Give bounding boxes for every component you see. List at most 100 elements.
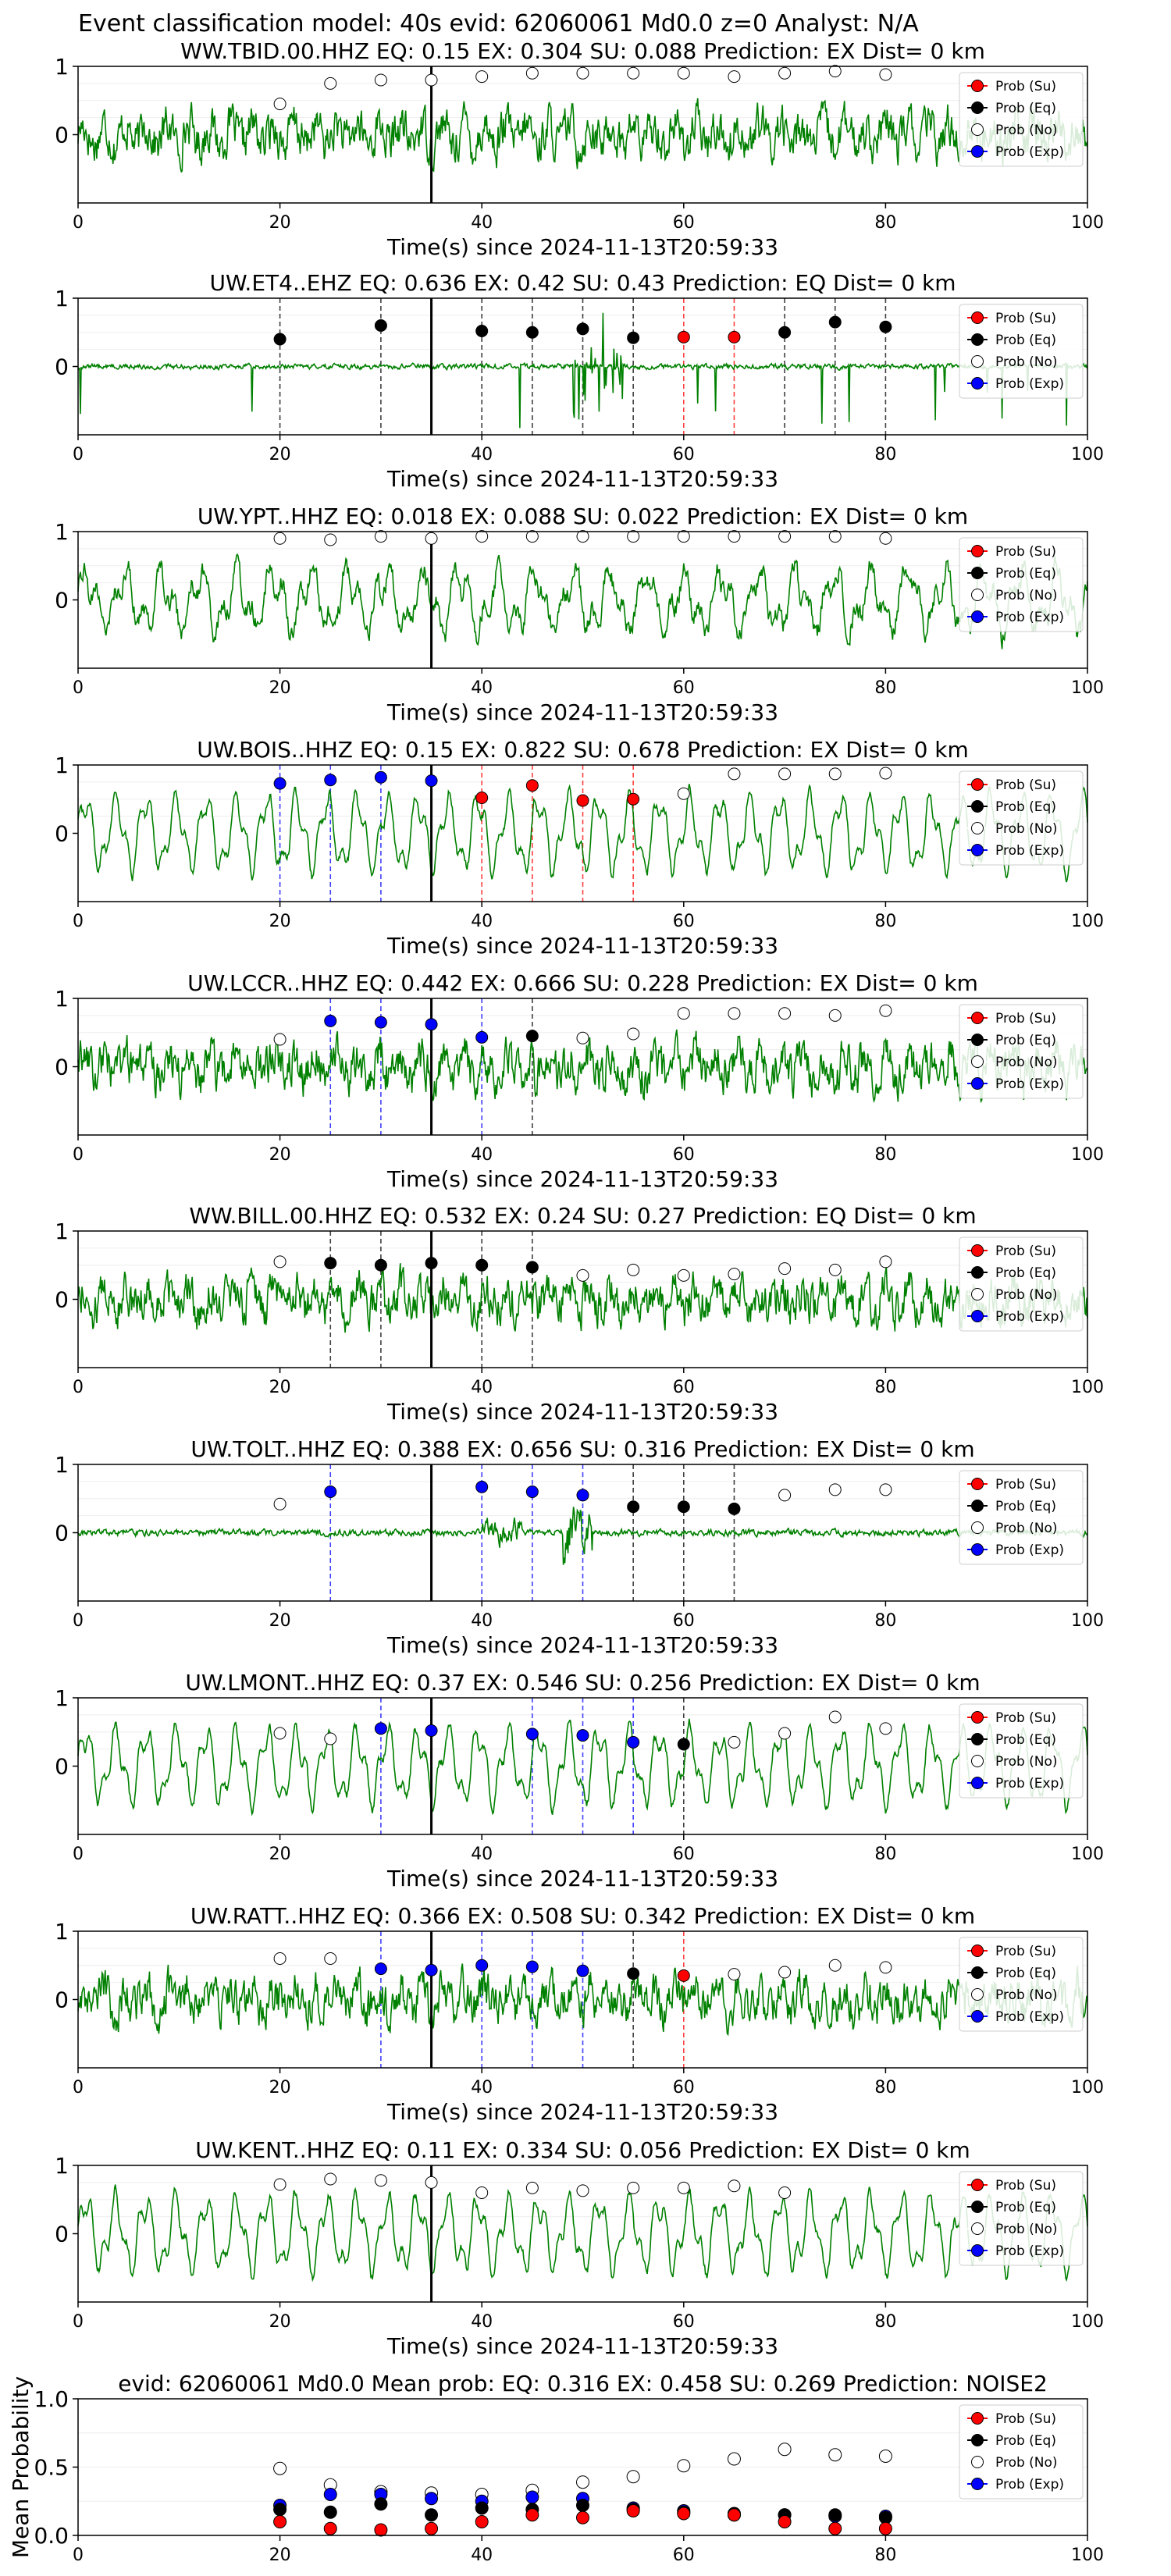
- legend-label: Prob (Su): [995, 1710, 1056, 1726]
- prob-point-eq: [324, 1257, 337, 1270]
- legend-label: Prob (Exp): [995, 1076, 1064, 1092]
- subplot-title: UW.LMONT..HHZ EQ: 0.37 EX: 0.546 SU: 0.2…: [185, 1670, 980, 1695]
- prob-point-no: [425, 73, 438, 87]
- legend-label: Prob (Su): [995, 2178, 1056, 2194]
- axes-frame: [77, 531, 1088, 669]
- mean-prob-point-eq: [828, 2508, 842, 2522]
- x-axis-label: Time(s) since 2024-11-13T20:59:33: [386, 933, 778, 959]
- legend-label: Prob (Exp): [995, 610, 1064, 625]
- mean-prob-point-no: [273, 2461, 287, 2475]
- y-tick-label: 0: [55, 123, 69, 148]
- y-tick-label: 0: [55, 821, 69, 847]
- x-tick-label: 60: [673, 2546, 695, 2565]
- mean-prob-point-su: [374, 2523, 388, 2537]
- legend-marker-su: [971, 545, 984, 557]
- y-tick-label: 1: [55, 753, 69, 778]
- prob-point-no: [778, 1727, 792, 1740]
- x-axis-label: Time(s) since 2024-11-13T20:59:33: [386, 699, 778, 725]
- legend-marker-eq: [971, 800, 984, 813]
- y-tick-label: 1: [55, 1919, 69, 1944]
- prob-point-no: [828, 65, 842, 78]
- x-tick-label: 80: [874, 1145, 896, 1165]
- y-tick-label: 0.0: [34, 2523, 69, 2549]
- prob-point-no: [273, 1033, 287, 1046]
- x-tick-label: 60: [673, 2078, 695, 2097]
- prob-point-eq: [374, 1258, 387, 1272]
- legend-label: Prob (Eq): [995, 799, 1056, 815]
- prob-point-no: [627, 530, 640, 543]
- mean-prob-point-eq: [273, 2503, 287, 2517]
- legend-marker-su: [971, 1711, 984, 1724]
- legend-label: Prob (Su): [995, 1011, 1056, 1026]
- legend-marker-exp: [971, 610, 984, 623]
- prob-point-no: [879, 767, 892, 780]
- mean-prob-point-no: [576, 2475, 589, 2489]
- prob-point-no: [879, 1722, 892, 1735]
- y-tick-label: 0.5: [34, 2455, 69, 2481]
- y-tick-label: 1: [55, 2153, 69, 2179]
- x-tick-label: 0: [73, 2546, 84, 2565]
- x-tick-label: 40: [471, 1845, 493, 1864]
- prob-point-no: [425, 2176, 438, 2189]
- axes-frame: [77, 66, 1088, 204]
- mean-prob-point-exp: [323, 2488, 337, 2501]
- legend-marker-exp: [971, 145, 984, 158]
- mean-prob-point-su: [778, 2515, 792, 2528]
- x-tick-label: 60: [673, 1378, 695, 1397]
- subplot-3: UW.YPT..HHZ EQ: 0.018 EX: 0.088 SU: 0.02…: [55, 503, 1104, 725]
- subplot-title: UW.YPT..HHZ EQ: 0.018 EX: 0.088 SU: 0.02…: [198, 503, 968, 529]
- mean-prob-point-no: [778, 2443, 792, 2457]
- legend-label: Prob (Eq): [995, 1732, 1056, 1748]
- subplot-1: WW.TBID.00.HHZ EQ: 0.15 EX: 0.304 SU: 0.…: [55, 38, 1104, 260]
- subplot-title: evid: 62060061 Md0.0 Mean prob: EQ: 0.31…: [118, 2371, 1048, 2396]
- prob-point-no: [374, 530, 387, 543]
- legend-label: Prob (Su): [995, 1244, 1056, 1259]
- legend-label: Prob (Exp): [995, 1542, 1064, 1558]
- prob-point-eq: [828, 315, 842, 329]
- prob-point-eq: [475, 325, 489, 337]
- legend-box: [959, 1470, 1084, 1565]
- legend-label: Prob (Exp): [995, 2477, 1064, 2492]
- x-tick-label: 100: [1071, 1378, 1104, 1397]
- subplot-7: UW.TOLT..HHZ EQ: 0.388 EX: 0.656 SU: 0.3…: [55, 1436, 1104, 1658]
- x-tick-label: 100: [1071, 1145, 1104, 1165]
- y-tick-label: 1: [55, 1219, 69, 1244]
- x-tick-label: 100: [1071, 912, 1104, 931]
- prob-point-exp: [627, 1735, 640, 1749]
- waveform-trace: [77, 1029, 1088, 1104]
- legend-marker-no: [971, 822, 984, 834]
- x-tick-label: 20: [269, 1378, 291, 1397]
- prob-point-exp: [374, 770, 387, 784]
- legend: Prob (Su) Prob (Eq) Prob (No) Prob (Exp): [959, 770, 1084, 866]
- x-axis-label: Time(s) since 2024-11-13T20:59:33: [386, 234, 778, 260]
- legend: Prob (Su) Prob (Eq) Prob (No) Prob (Exp): [959, 537, 1084, 632]
- legend-marker-eq: [971, 1966, 984, 1979]
- x-tick-label: 0: [73, 213, 84, 233]
- x-axis-label: Time(s) since 2024-11-13T20:59:33: [386, 1866, 778, 1891]
- legend-marker-su: [971, 2412, 984, 2425]
- x-tick-label: 20: [269, 2312, 291, 2332]
- legend-label: Prob (Eq): [995, 101, 1056, 116]
- legend-label: Prob (Eq): [995, 1499, 1056, 1514]
- legend-marker-eq: [971, 2201, 984, 2213]
- subplot-6: WW.BILL.00.HHZ EQ: 0.532 EX: 0.24 SU: 0.…: [55, 1203, 1104, 1425]
- legend-marker-exp: [971, 1077, 984, 1090]
- subplot-5: UW.LCCR..HHZ EQ: 0.442 EX: 0.666 SU: 0.2…: [55, 970, 1104, 1192]
- prob-point-no: [879, 1004, 892, 1017]
- legend-label: Prob (Su): [995, 311, 1056, 326]
- legend-marker-eq: [971, 333, 984, 346]
- legend-marker-exp: [971, 844, 984, 856]
- prob-point-exp: [374, 1962, 387, 1976]
- legend-label: Prob (Eq): [995, 333, 1056, 348]
- legend-marker-no: [971, 1288, 984, 1300]
- mean-prob-point-su: [677, 2507, 691, 2521]
- prob-point-su: [576, 794, 589, 807]
- y-tick-label: 0: [55, 2222, 69, 2247]
- legend-marker-su: [971, 1478, 984, 1490]
- legend-marker-exp: [971, 377, 984, 390]
- x-tick-label: 60: [673, 912, 695, 931]
- x-tick-label: 40: [471, 213, 493, 233]
- x-tick-label: 0: [73, 1145, 84, 1165]
- x-tick-label: 20: [269, 1611, 291, 1631]
